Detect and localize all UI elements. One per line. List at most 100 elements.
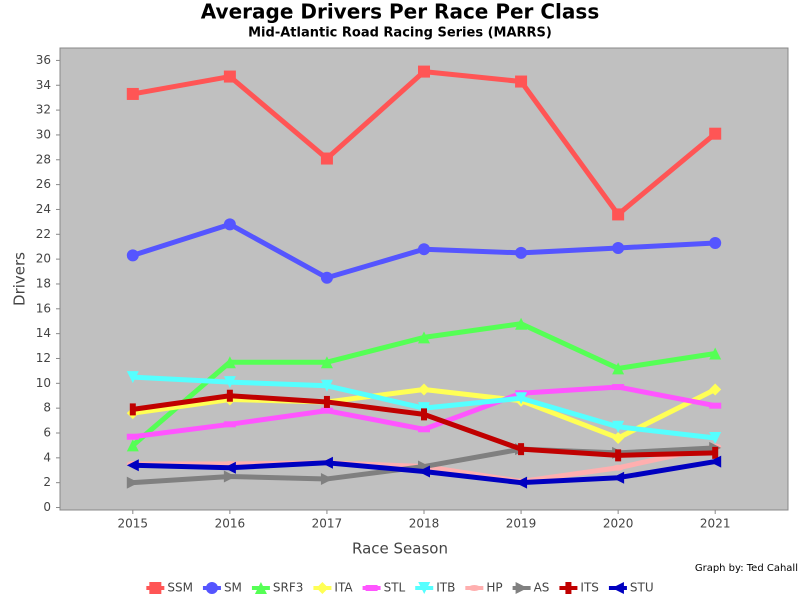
chart-title: Average Drivers Per Race Per Class — [201, 0, 599, 24]
legend-item: ITS — [559, 581, 599, 595]
marker — [612, 420, 625, 433]
marker — [149, 582, 162, 594]
legend-label: HP — [486, 581, 502, 595]
plot-area — [59, 47, 789, 511]
marker — [126, 439, 139, 452]
y-tick-label: 2 — [43, 475, 51, 489]
legend-item: SRF3 — [251, 581, 304, 595]
legend-label: SRF3 — [273, 581, 304, 595]
x-axis-label: Race Season — [352, 540, 448, 558]
marker — [418, 331, 430, 344]
y-tick-label: 28 — [36, 152, 51, 166]
marker — [223, 70, 236, 83]
marker — [612, 464, 625, 471]
marker — [515, 75, 528, 88]
y-tick-label: 18 — [36, 276, 51, 290]
marker — [223, 470, 236, 483]
legend-label: SSM — [167, 581, 193, 595]
marker — [709, 127, 722, 140]
marker — [320, 456, 333, 469]
marker — [126, 476, 139, 489]
y-tick-label: 24 — [36, 202, 51, 216]
y-tick-label: 8 — [43, 401, 51, 415]
marker — [515, 317, 528, 330]
credit: Graph by: Ted Cahall — [695, 563, 798, 574]
x-tick-label: 2020 — [603, 517, 634, 531]
marker — [323, 395, 330, 408]
chart-subtitle: Mid-Atlantic Road Racing Series (MARRS) — [248, 26, 552, 41]
y-tick-label: 16 — [36, 301, 51, 315]
marker — [418, 243, 430, 256]
legend-item: ITA — [313, 581, 353, 595]
marker — [205, 582, 218, 594]
marker — [709, 383, 722, 396]
marker — [254, 582, 267, 594]
legend-label: SM — [224, 581, 242, 595]
y-tick-label: 4 — [43, 450, 51, 464]
marker — [126, 371, 139, 384]
marker — [320, 407, 333, 414]
marker — [612, 431, 625, 444]
legend-label: STU — [630, 581, 654, 595]
legend-label: ITA — [334, 581, 353, 595]
marker — [709, 431, 722, 444]
marker — [316, 582, 329, 594]
marker — [565, 582, 572, 594]
y-tick-label: 14 — [36, 326, 51, 340]
marker — [320, 379, 333, 392]
marker — [320, 152, 333, 165]
y-tick-label: 32 — [36, 103, 51, 117]
legend: SSM SM SRF3 ITA STL ITB HP AS ITS STU — [146, 581, 654, 595]
x-tick-label: 2016 — [215, 517, 246, 531]
marker — [612, 384, 625, 391]
marker — [126, 87, 139, 100]
marker — [320, 271, 333, 284]
marker — [612, 471, 625, 484]
marker — [709, 402, 722, 409]
marker — [612, 208, 625, 221]
marker — [421, 408, 427, 421]
marker — [418, 465, 430, 478]
marker — [223, 376, 236, 389]
marker — [418, 402, 430, 415]
marker — [126, 433, 139, 440]
y-tick-label: 30 — [36, 127, 51, 141]
y-tick-label: 36 — [36, 53, 51, 67]
marker — [712, 446, 719, 459]
y-axis-label: Drivers — [11, 252, 29, 306]
marker — [518, 443, 525, 456]
marker — [709, 347, 722, 360]
legend-label: STL — [384, 581, 406, 595]
marker — [611, 582, 624, 594]
x-tick-label: 2018 — [409, 517, 440, 531]
x-tick-label: 2015 — [118, 517, 149, 531]
legend-label: ITS — [580, 581, 599, 595]
marker — [223, 218, 236, 231]
marker — [223, 461, 236, 474]
marker — [418, 426, 430, 433]
marker — [320, 472, 333, 485]
marker — [418, 383, 430, 396]
marker — [365, 585, 378, 591]
y-tick-label: 34 — [36, 78, 51, 92]
y-tick-label: 10 — [36, 376, 51, 390]
legend-item: SSM — [146, 581, 193, 595]
x-tick-label: 2019 — [506, 517, 537, 531]
marker — [126, 459, 139, 472]
marker — [515, 476, 528, 489]
y-tick-label: 12 — [36, 351, 51, 365]
legend-item: SM — [202, 581, 242, 595]
legend-item: AS — [512, 581, 550, 595]
marker — [223, 356, 236, 369]
marker — [418, 65, 430, 78]
marker — [226, 389, 233, 402]
marker — [709, 236, 722, 249]
legend-item: STL — [362, 581, 406, 595]
marker — [418, 582, 431, 594]
legend-label: AS — [534, 581, 550, 595]
marker — [223, 421, 236, 428]
marker — [515, 392, 528, 405]
x-tick-label: 2017 — [312, 517, 343, 531]
y-tick-label: 0 — [43, 500, 51, 514]
